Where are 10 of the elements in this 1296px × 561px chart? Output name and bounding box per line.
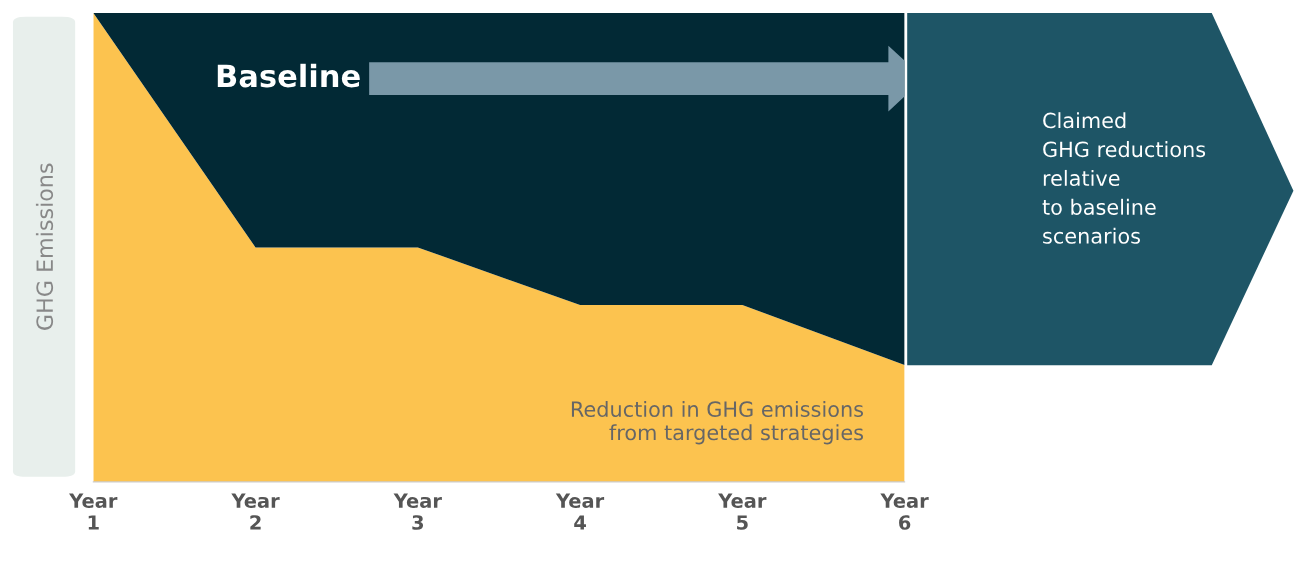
x-tick-label: Year 2 bbox=[231, 493, 280, 530]
text: Claimed GHG reductions relative to baseline scenarios bbox=[1042, 112, 1206, 244]
x-tick-label: Year 1 bbox=[69, 493, 118, 530]
series-label: Baseline bbox=[217, 63, 360, 88]
x-tick-label: Year 4 bbox=[555, 493, 605, 530]
x-tick-label: Year 3 bbox=[393, 493, 442, 530]
x-tick-label: Year 5 bbox=[718, 493, 767, 530]
y-axis-title: GHG Emissions bbox=[35, 163, 54, 330]
series-label: Reduction in GHG emissions from targeted strategies bbox=[571, 400, 864, 445]
x-tick-label: Year 6 bbox=[880, 493, 929, 530]
